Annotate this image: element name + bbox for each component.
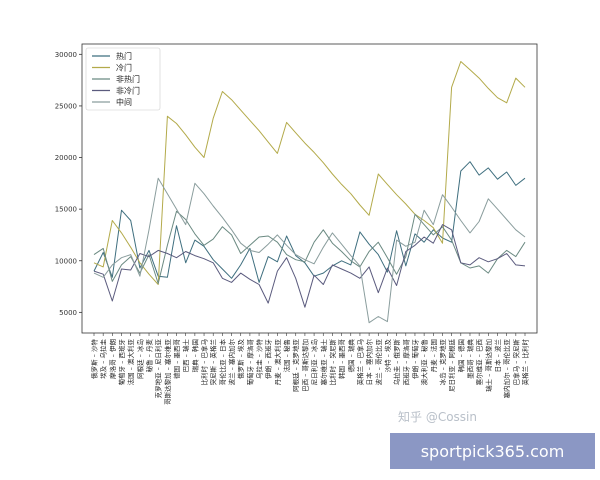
x-tick-label: 塞内加尔 – 哥伦比亚	[502, 339, 511, 399]
x-tick-label: 阿根廷 – 冰岛	[135, 339, 144, 379]
series-line-0	[93, 161, 526, 283]
x-axis: 俄罗斯 – 沙特 埃及 – 乌拉圭 摩洛哥 – 伊朗 葡萄牙 – 西班牙 法国 – 澳大…	[90, 333, 530, 405]
y-tick-label: 30000	[55, 51, 77, 59]
x-tick-label: 哥斯达黎加 – 塞尔维亚	[163, 339, 172, 405]
series-line-2	[93, 210, 526, 284]
x-tick-label: 巴拿马 – 突尼斯	[511, 339, 520, 386]
legend-box	[85, 47, 161, 111]
x-tick-label: 法国 – 澳大利亚	[126, 339, 135, 386]
x-tick-label: 澳大利亚 – 秘鲁	[420, 339, 429, 385]
site-banner: sportpick365.com	[390, 433, 595, 469]
y-tick-label: 10000	[55, 257, 77, 265]
x-tick-label: 塞尔维亚 – 巴西	[475, 339, 484, 386]
x-tick-label: 巴西 – 哥斯达黎加	[300, 339, 309, 392]
x-tick-label: 葡萄牙 – 摩洛哥	[245, 339, 254, 386]
plot-frame	[81, 43, 538, 334]
legend-label: 冷门	[116, 63, 132, 73]
x-tick-label: 英格兰 – 比利时	[521, 339, 530, 386]
x-tick-label: 葡萄牙 – 西班牙	[117, 339, 126, 386]
x-tick-label: 丹麦 – 法国	[429, 339, 438, 372]
x-tick-label: 俄罗斯 – 沙特	[90, 339, 99, 379]
x-tick-label: 秘鲁 – 丹麦	[145, 339, 154, 373]
x-tick-label: 波兰 – 哥伦比亚	[374, 339, 383, 386]
x-tick-label: 西班牙 – 摩洛哥	[401, 339, 410, 386]
y-tick-label: 20000	[55, 154, 77, 162]
y-tick-label: 25000	[55, 102, 77, 110]
watermark-text: 知乎 @Cossin	[398, 410, 477, 424]
legend-label: 非热门	[116, 74, 140, 84]
x-tick-label: 乌拉圭 – 俄罗斯	[392, 339, 401, 386]
x-tick-label: 俄罗斯 – 埃及	[236, 339, 245, 379]
x-tick-label: 墨西哥 – 瑞典	[465, 339, 474, 379]
x-tick-label: 伊朗 – 葡萄牙	[410, 339, 419, 379]
x-tick-label: 塞尔维亚 – 瑞士	[319, 339, 328, 386]
series-line-1	[93, 61, 526, 285]
x-tick-label: 瑞士 – 哥斯达黎加	[484, 339, 493, 392]
x-tick-label: 突尼斯 – 英格兰	[209, 339, 218, 386]
x-tick-label: 乌拉圭 – 沙特	[255, 339, 264, 379]
y-tick-label: 5000	[59, 309, 77, 317]
x-tick-label: 丹麦 – 澳大利亚	[273, 339, 282, 386]
x-tick-label: 伊朗 – 西班牙	[264, 339, 273, 379]
x-tick-label: 法国 – 秘鲁	[282, 339, 291, 372]
legend-label: 非冷门	[116, 86, 140, 96]
y-tick-label: 15000	[55, 206, 77, 214]
x-tick-label: 埃及 – 乌拉圭	[99, 339, 108, 379]
x-tick-label: 瑞典 – 韩国	[190, 339, 199, 372]
x-tick-label: 韩国 – 德国	[456, 339, 465, 372]
x-tick-label: 克罗地亚 – 尼日利亚	[154, 339, 163, 399]
x-tick-label: 日本 – 波兰	[493, 339, 502, 373]
x-tick-label: 尼日利亚 – 阿根廷	[447, 339, 456, 392]
x-tick-label: 英格兰 – 巴拿马	[355, 339, 364, 385]
x-tick-label: 沙特 – 埃及	[383, 339, 392, 373]
x-tick-label: 摩洛哥 – 伊朗	[108, 339, 117, 379]
x-tick-label: 波兰 – 塞内加尔	[227, 339, 236, 386]
x-tick-label: 德国 – 瑞典	[346, 339, 355, 373]
x-tick-label: 韩国 – 墨西哥	[337, 339, 346, 379]
x-tick-label: 比利时 – 突尼斯	[328, 339, 337, 386]
x-tick-label: 巴西 – 瑞士	[181, 339, 190, 373]
x-tick-label: 日本 – 塞内加尔	[365, 339, 374, 386]
legend-label: 热门	[116, 51, 132, 61]
x-tick-label: 冰岛 – 克罗地亚	[438, 339, 447, 386]
series-line-4	[93, 177, 526, 324]
series-line-3	[93, 224, 526, 308]
x-tick-label: 哥伦比亚 – 日本	[218, 339, 227, 386]
y-axis: 5000 10000 15000 20000 25000 30000	[55, 51, 82, 317]
series-layer	[93, 61, 526, 324]
legend-label: 中间	[116, 97, 132, 107]
x-tick-label: 比利时 – 巴拿马	[200, 339, 209, 385]
x-tick-label: 尼日利亚 – 冰岛	[310, 339, 319, 385]
x-tick-label: 德国 – 墨西哥	[172, 339, 181, 379]
x-tick-label: 阿根廷 – 克罗地亚	[291, 339, 300, 392]
